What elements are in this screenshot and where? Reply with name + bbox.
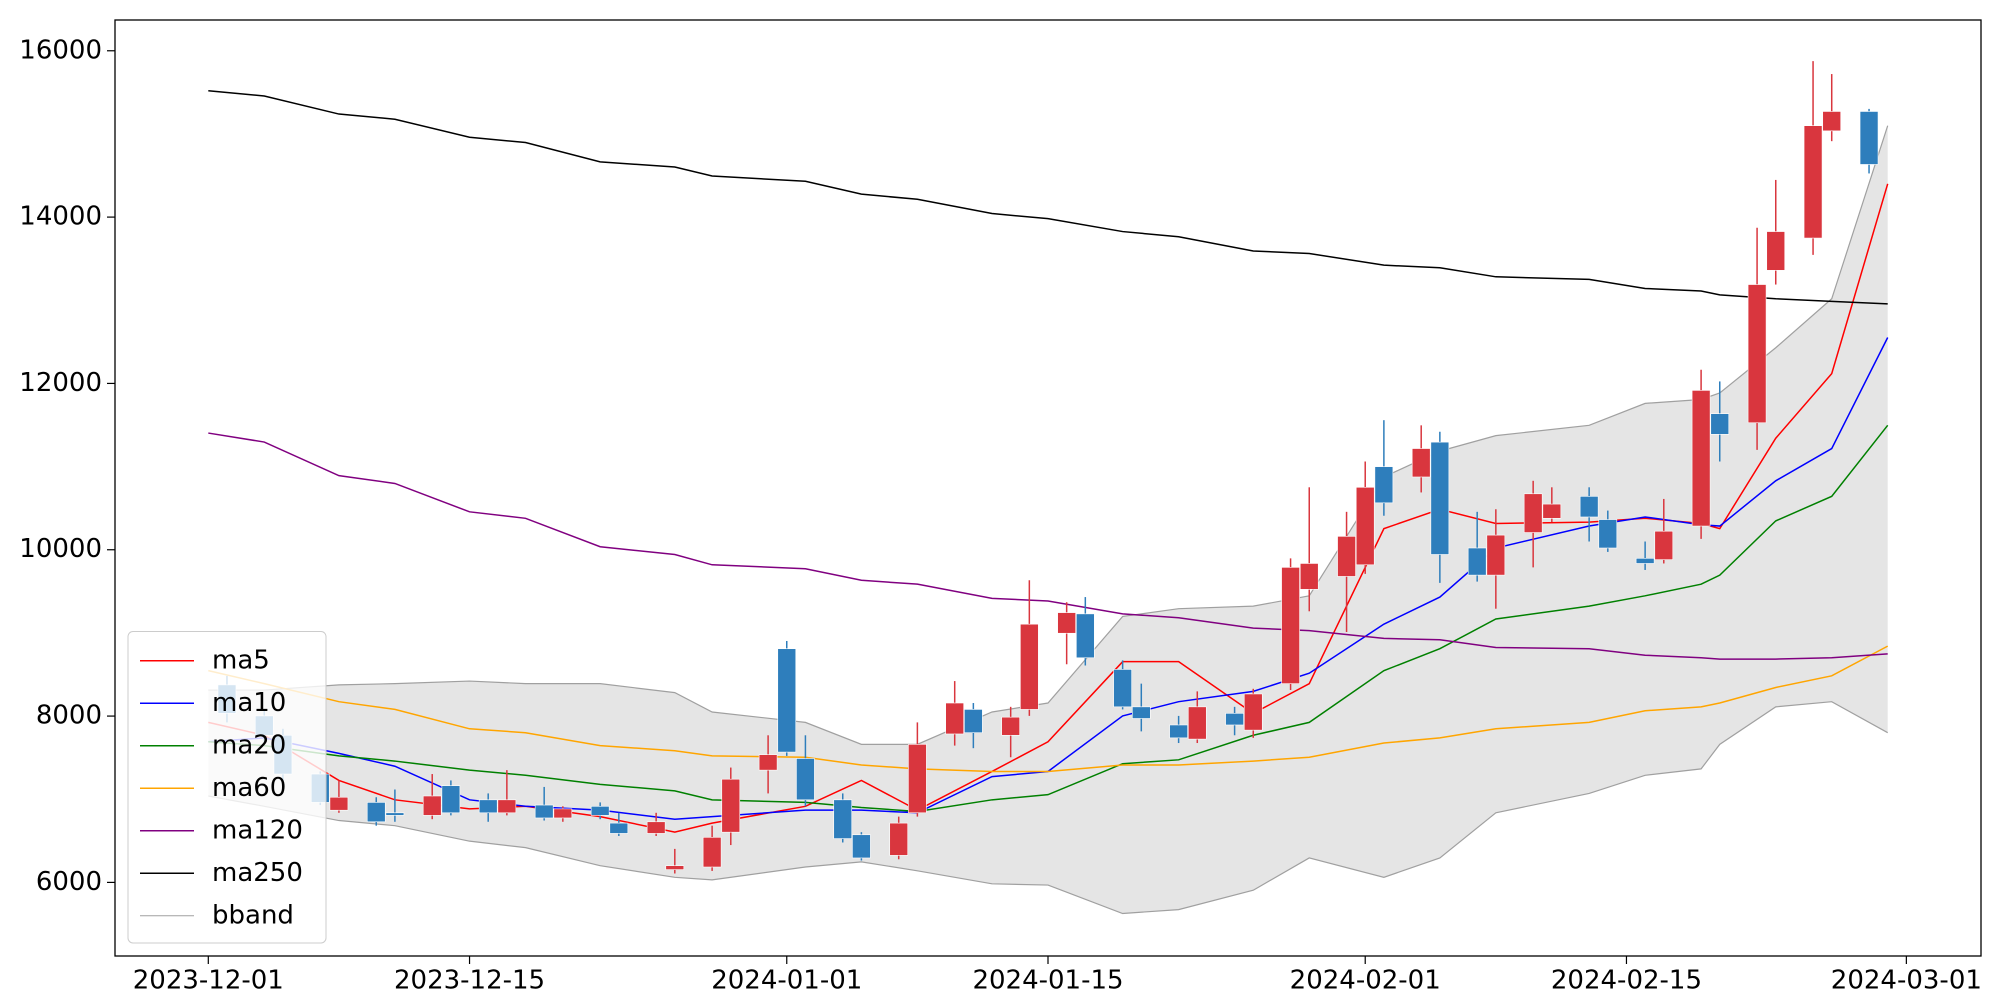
- candle-body: [534, 804, 554, 819]
- x-tick-label: 2024-01-15: [972, 966, 1123, 996]
- candle-body: [1598, 519, 1618, 549]
- y-tick-label: 16000: [19, 35, 102, 65]
- legend: ma5 ma10 ma20 ma60 ma120 ma250 bband: [127, 631, 327, 944]
- x-tick-label: 2024-02-01: [1290, 966, 1441, 996]
- candle-body: [908, 744, 927, 814]
- candle-body: [1355, 486, 1375, 566]
- x-tick-label: 2024-03-01: [1831, 966, 1982, 996]
- candle-body: [1020, 623, 1039, 710]
- legend-label: ma20: [212, 730, 286, 760]
- candle-body: [1076, 613, 1095, 659]
- candle-body: [1486, 534, 1506, 576]
- ma-line: [208, 337, 1889, 820]
- candle-body: [1001, 716, 1020, 736]
- x-tick-label: 2024-01-01: [711, 966, 862, 996]
- y-tick-label: 14000: [19, 202, 102, 232]
- candle-body: [609, 822, 629, 834]
- x-tick-label: 2023-12-01: [133, 966, 284, 996]
- candle-body: [665, 865, 685, 870]
- candle-body: [1803, 125, 1823, 239]
- candle-body: [646, 821, 666, 834]
- candle-body: [1243, 693, 1263, 731]
- candle-body: [1467, 547, 1487, 576]
- ma-line: [208, 645, 1889, 773]
- legend-box: [127, 631, 327, 944]
- candle-body: [441, 785, 461, 814]
- candle-body: [852, 834, 871, 859]
- candle-body: [945, 702, 965, 735]
- y-tick-label: 6000: [36, 867, 102, 897]
- candle-body: [1169, 724, 1188, 739]
- candle-body: [1337, 536, 1356, 577]
- candle-body: [497, 799, 517, 814]
- legend-label: ma60: [212, 773, 286, 803]
- ma-line: [208, 424, 1889, 813]
- candle-body: [1654, 530, 1674, 560]
- candle-body: [1281, 567, 1300, 684]
- candle-body: [1187, 706, 1207, 740]
- candle-body: [833, 799, 853, 839]
- candle-body: [422, 795, 442, 816]
- candle-body: [777, 648, 797, 753]
- candle-body: [721, 778, 741, 833]
- legend-label: ma10: [212, 688, 286, 718]
- legend-label: bband: [212, 900, 294, 930]
- candle-body: [1299, 563, 1319, 590]
- candle-body: [1523, 493, 1543, 533]
- x-tick-label: 2023-12-15: [394, 966, 545, 996]
- candle-body: [1225, 713, 1244, 726]
- candle-body: [964, 709, 983, 734]
- candle-body: [889, 822, 909, 856]
- candle-body: [796, 758, 815, 801]
- candle-body: [1747, 284, 1767, 424]
- ma-line: [208, 90, 1888, 305]
- candle-body: [553, 808, 573, 819]
- candle-body: [1822, 111, 1842, 132]
- candle-body: [1374, 466, 1394, 504]
- candle-body: [1579, 496, 1599, 518]
- band-fill: [208, 125, 1888, 914]
- x-tick-label: 2024-02-15: [1551, 966, 1702, 996]
- y-tick-label: 12000: [19, 368, 102, 398]
- candle-body: [758, 754, 778, 771]
- candle-body: [1691, 390, 1711, 527]
- candle-body: [1710, 413, 1730, 435]
- candle-body: [1411, 448, 1431, 478]
- band-edge: [208, 701, 1888, 915]
- candle-body: [590, 806, 610, 816]
- candle-body: [1113, 669, 1132, 708]
- candle-body: [1766, 231, 1786, 271]
- y-tick-label: 10000: [19, 534, 102, 564]
- candle-body: [1132, 706, 1151, 719]
- candle-body: [478, 799, 498, 814]
- candle-body: [1635, 558, 1655, 564]
- candle-body: [329, 796, 349, 811]
- legend-label: ma5: [212, 645, 270, 675]
- y-tick-label: 8000: [36, 701, 102, 731]
- candle-body: [702, 837, 722, 868]
- legend-label: ma120: [212, 815, 303, 845]
- legend-label: ma250: [212, 858, 303, 888]
- candle-body: [1542, 503, 1562, 519]
- candle-body: [366, 802, 386, 823]
- candle-body: [1859, 111, 1879, 165]
- candle-body: [385, 812, 405, 816]
- candle-body: [1430, 441, 1450, 555]
- candle-body: [1057, 612, 1076, 634]
